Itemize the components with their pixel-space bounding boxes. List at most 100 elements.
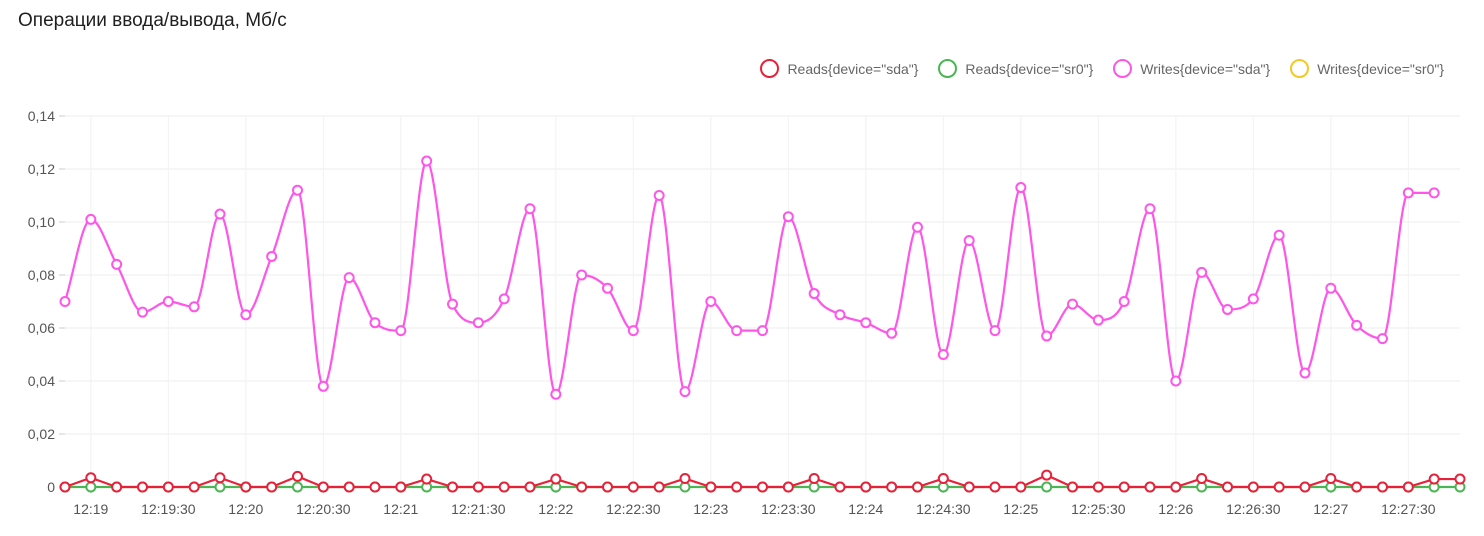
x-tick-label: 12:23:30: [761, 501, 816, 517]
data-point-0: [705, 481, 717, 493]
y-tick-label: 0,04: [28, 373, 55, 389]
data-point-0: [731, 481, 743, 493]
legend-swatch-writes-sr0: [1290, 59, 1310, 78]
data-point-2: [1170, 375, 1182, 387]
legend-label-reads-sda: Reads{device="sda"}: [787, 60, 919, 77]
data-point-2: [524, 203, 536, 215]
x-tick-label: 12:24: [848, 501, 883, 517]
data-point-2: [860, 317, 872, 329]
data-point-0: [266, 481, 278, 493]
data-point-2: [834, 309, 846, 321]
data-point-2: [1428, 187, 1440, 199]
data-point-2: [757, 325, 768, 337]
data-point-0: [472, 481, 484, 493]
data-point-2: [1377, 333, 1388, 345]
x-tick-label: 12:23: [693, 501, 728, 517]
data-point-2: [498, 293, 510, 305]
legend-swatch-reads-sda: [760, 59, 780, 78]
data-point-0: [1428, 473, 1440, 485]
data-point-0: [1015, 481, 1027, 493]
data-point-0: [1196, 473, 1208, 485]
legend-swatch-writes-sda: [1113, 59, 1133, 78]
data-point-0: [524, 481, 536, 493]
data-point-0: [447, 481, 458, 493]
data-point-0: [963, 481, 975, 493]
data-point-0: [860, 481, 872, 493]
data-point-0: [421, 473, 433, 485]
data-point-0: [1351, 481, 1363, 493]
x-tick-label: 12:26: [1158, 501, 1193, 517]
data-point-2: [989, 325, 1001, 337]
data-point-2: [1118, 296, 1130, 307]
data-point-2: [317, 380, 329, 392]
data-point-2: [1273, 229, 1285, 241]
y-tick-label: 0,10: [28, 214, 55, 230]
data-point-2: [653, 190, 665, 201]
data-point-0: [808, 473, 820, 485]
x-tick-label: 12:21: [383, 501, 418, 517]
data-point-2: [1299, 367, 1311, 379]
data-point-0: [937, 473, 949, 485]
legend-item-reads-sda[interactable]: Reads{device="sda"}: [760, 59, 918, 78]
y-tick-label: 0,14: [28, 108, 55, 124]
data-point-2: [963, 235, 975, 247]
data-point-2: [679, 386, 691, 398]
data-point-1: [292, 481, 303, 493]
data-point-0: [85, 472, 97, 484]
data-point-2: [421, 155, 433, 167]
data-point-0: [343, 481, 355, 493]
data-point-2: [1144, 203, 1156, 215]
y-tick-label: 0,12: [28, 161, 55, 177]
data-point-0: [369, 481, 381, 493]
y-tick-label: 0: [47, 479, 55, 495]
x-tick-label: 12:21:30: [451, 501, 506, 517]
data-point-2: [576, 269, 588, 281]
data-point-2: [240, 309, 252, 321]
legend-item-writes-sda[interactable]: Writes{device="sda"}: [1113, 59, 1270, 78]
x-tick-label: 12:20:30: [296, 501, 351, 517]
data-point-2: [162, 296, 174, 307]
data-point-0: [1273, 481, 1285, 493]
chart-title: Операции ввода/вывода, Мб/с: [18, 10, 287, 31]
data-point-0: [137, 481, 148, 493]
data-point-2: [1015, 182, 1027, 194]
data-point-2: [1402, 187, 1414, 199]
data-point-2: [111, 258, 123, 270]
data-point-0: [498, 481, 510, 493]
data-point-2: [782, 211, 794, 223]
data-point-2: [59, 296, 71, 307]
legend-swatch-reads-sr0: [938, 59, 958, 78]
x-tick-label: 12:22: [538, 501, 573, 517]
x-tick-label: 12:19: [73, 501, 108, 517]
legend-item-writes-sr0[interactable]: Writes{device="sr0"}: [1290, 59, 1444, 78]
data-point-0: [782, 481, 794, 493]
data-point-0: [1144, 481, 1156, 493]
data-point-0: [59, 481, 71, 493]
data-point-0: [1377, 481, 1388, 493]
data-point-0: [627, 481, 639, 493]
data-point-0: [576, 481, 588, 493]
data-point-2: [1247, 293, 1259, 305]
data-point-0: [1402, 481, 1414, 493]
data-point-0: [188, 481, 200, 493]
data-point-2: [1351, 319, 1363, 331]
x-tick-label: 12:22:30: [606, 501, 661, 517]
data-point-2: [472, 317, 484, 329]
data-point-0: [757, 481, 768, 493]
data-point-2: [705, 296, 717, 307]
data-point-0: [1041, 469, 1053, 481]
y-tick-label: 0,02: [28, 426, 55, 442]
legend-item-reads-sr0[interactable]: Reads{device="sr0"}: [938, 59, 1093, 78]
data-point-2: [188, 301, 200, 313]
data-point-2: [395, 325, 407, 337]
data-point-2: [137, 306, 148, 318]
data-point-0: [240, 481, 252, 493]
data-point-2: [369, 317, 381, 329]
data-point-2: [550, 388, 562, 400]
data-point-0: [1247, 481, 1259, 493]
data-point-2: [1067, 298, 1078, 310]
data-point-1: [1041, 481, 1053, 493]
legend: Reads{device="sda"} Reads{device="sr0"} …: [760, 59, 1444, 78]
legend-label-writes-sr0: Writes{device="sr0"}: [1317, 60, 1444, 77]
